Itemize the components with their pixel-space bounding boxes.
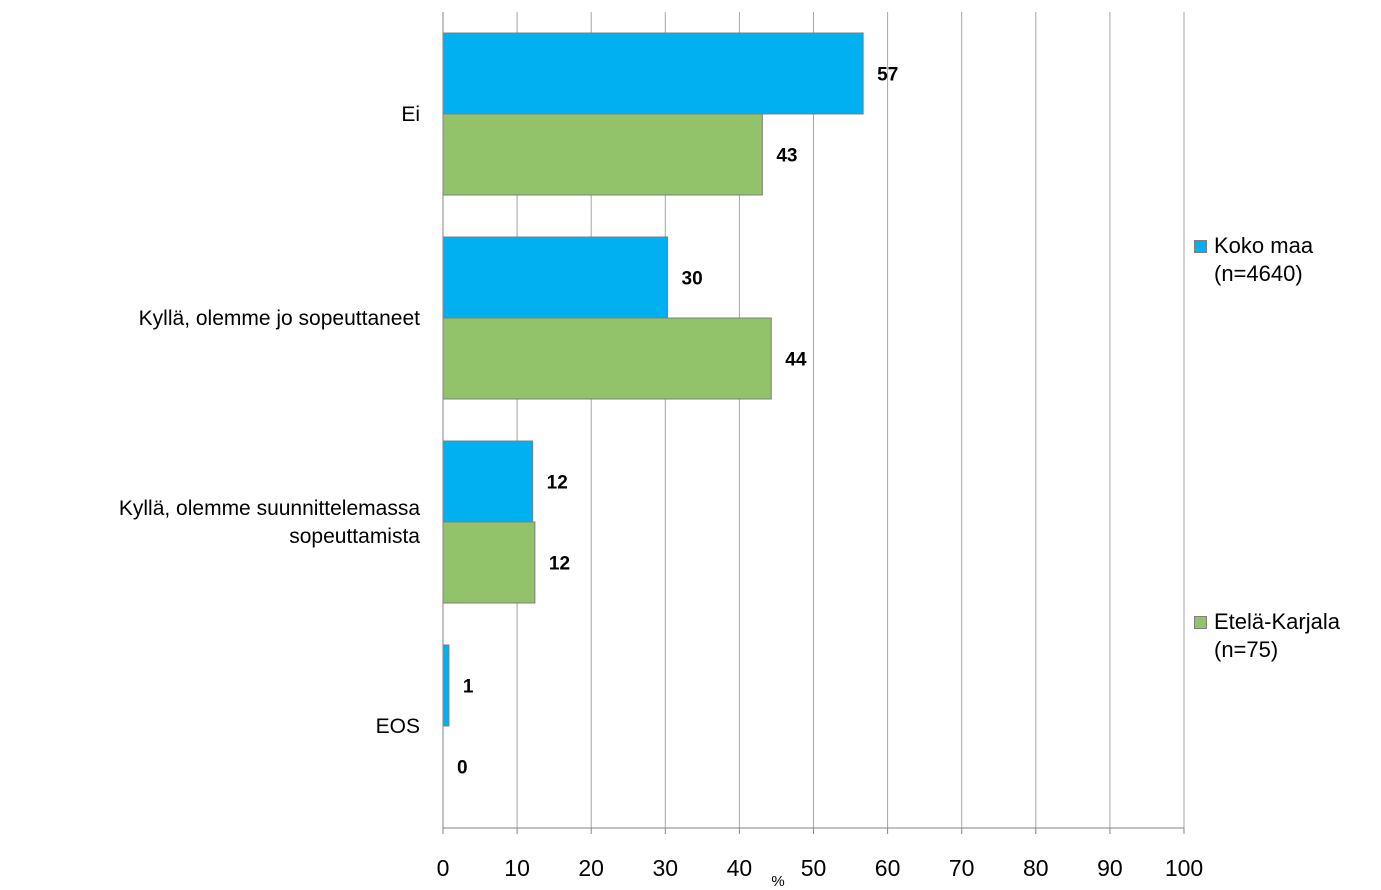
x-tick-label: 70 <box>949 855 975 881</box>
x-tick-label: 40 <box>727 855 753 881</box>
data-label: 0 <box>457 758 468 779</box>
bar-koko-maa <box>442 644 450 727</box>
x-tick-labels: 0 10 20 30 40 50 60 70 80 90 100 <box>437 855 1204 881</box>
x-tick-label: 0 <box>437 855 450 881</box>
bar-koko-maa <box>442 440 534 523</box>
legend-item-etela-karjala: Etelä-Karjala (n=75) <box>1194 608 1340 664</box>
category-label: Ei <box>401 103 420 126</box>
legend-n-koko-maa: (n=4640) <box>1214 261 1303 286</box>
bar-koko-maa <box>442 236 669 319</box>
bar-etela-karjala <box>442 317 772 400</box>
bar-koko-maa <box>442 32 864 115</box>
category-label: Kyllä, olemme suunnittelemassa <box>119 497 420 520</box>
x-tick-label: 60 <box>875 855 901 881</box>
data-label: 57 <box>877 65 898 86</box>
legend-swatch-koko-maa <box>1194 240 1207 253</box>
bar-etela-karjala <box>442 521 536 604</box>
data-label: 43 <box>776 146 797 167</box>
x-tick-label: 20 <box>578 855 604 881</box>
x-tick-label: 80 <box>1023 855 1049 881</box>
category-label: EOS <box>376 715 420 738</box>
category-labels: Ei Kyllä, olemme jo sopeuttaneet Kyllä, ol… <box>119 103 420 738</box>
x-tick-label: 90 <box>1097 855 1123 881</box>
data-label: 12 <box>547 473 568 494</box>
x-tick-label: 30 <box>653 855 679 881</box>
data-label: 44 <box>785 350 807 371</box>
category-label: sopeuttamista <box>289 525 420 548</box>
bar-etela-karjala <box>442 113 763 196</box>
legend-label-etela-karjala: Etelä-Karjala <box>1214 609 1340 634</box>
legend-swatch-etela-karjala <box>1194 616 1207 629</box>
value-labels: 57 43 30 44 12 12 1 0 <box>457 65 898 779</box>
legend-item-koko-maa: Koko maa (n=4640) <box>1194 232 1313 288</box>
data-label: 1 <box>463 677 474 698</box>
legend-n-etela-karjala: (n=75) <box>1214 637 1279 662</box>
x-tick-label: 10 <box>504 855 530 881</box>
data-label: 12 <box>549 554 570 575</box>
data-label: 30 <box>682 269 703 290</box>
category-label: Kyllä, olemme jo sopeuttaneet <box>139 307 420 330</box>
bars <box>442 32 864 727</box>
x-tick-label: 50 <box>801 855 827 881</box>
x-axis-title: % <box>771 873 784 890</box>
legend-label-koko-maa: Koko maa <box>1214 233 1314 258</box>
axes <box>442 12 1185 834</box>
x-tick-label: 100 <box>1165 855 1203 881</box>
